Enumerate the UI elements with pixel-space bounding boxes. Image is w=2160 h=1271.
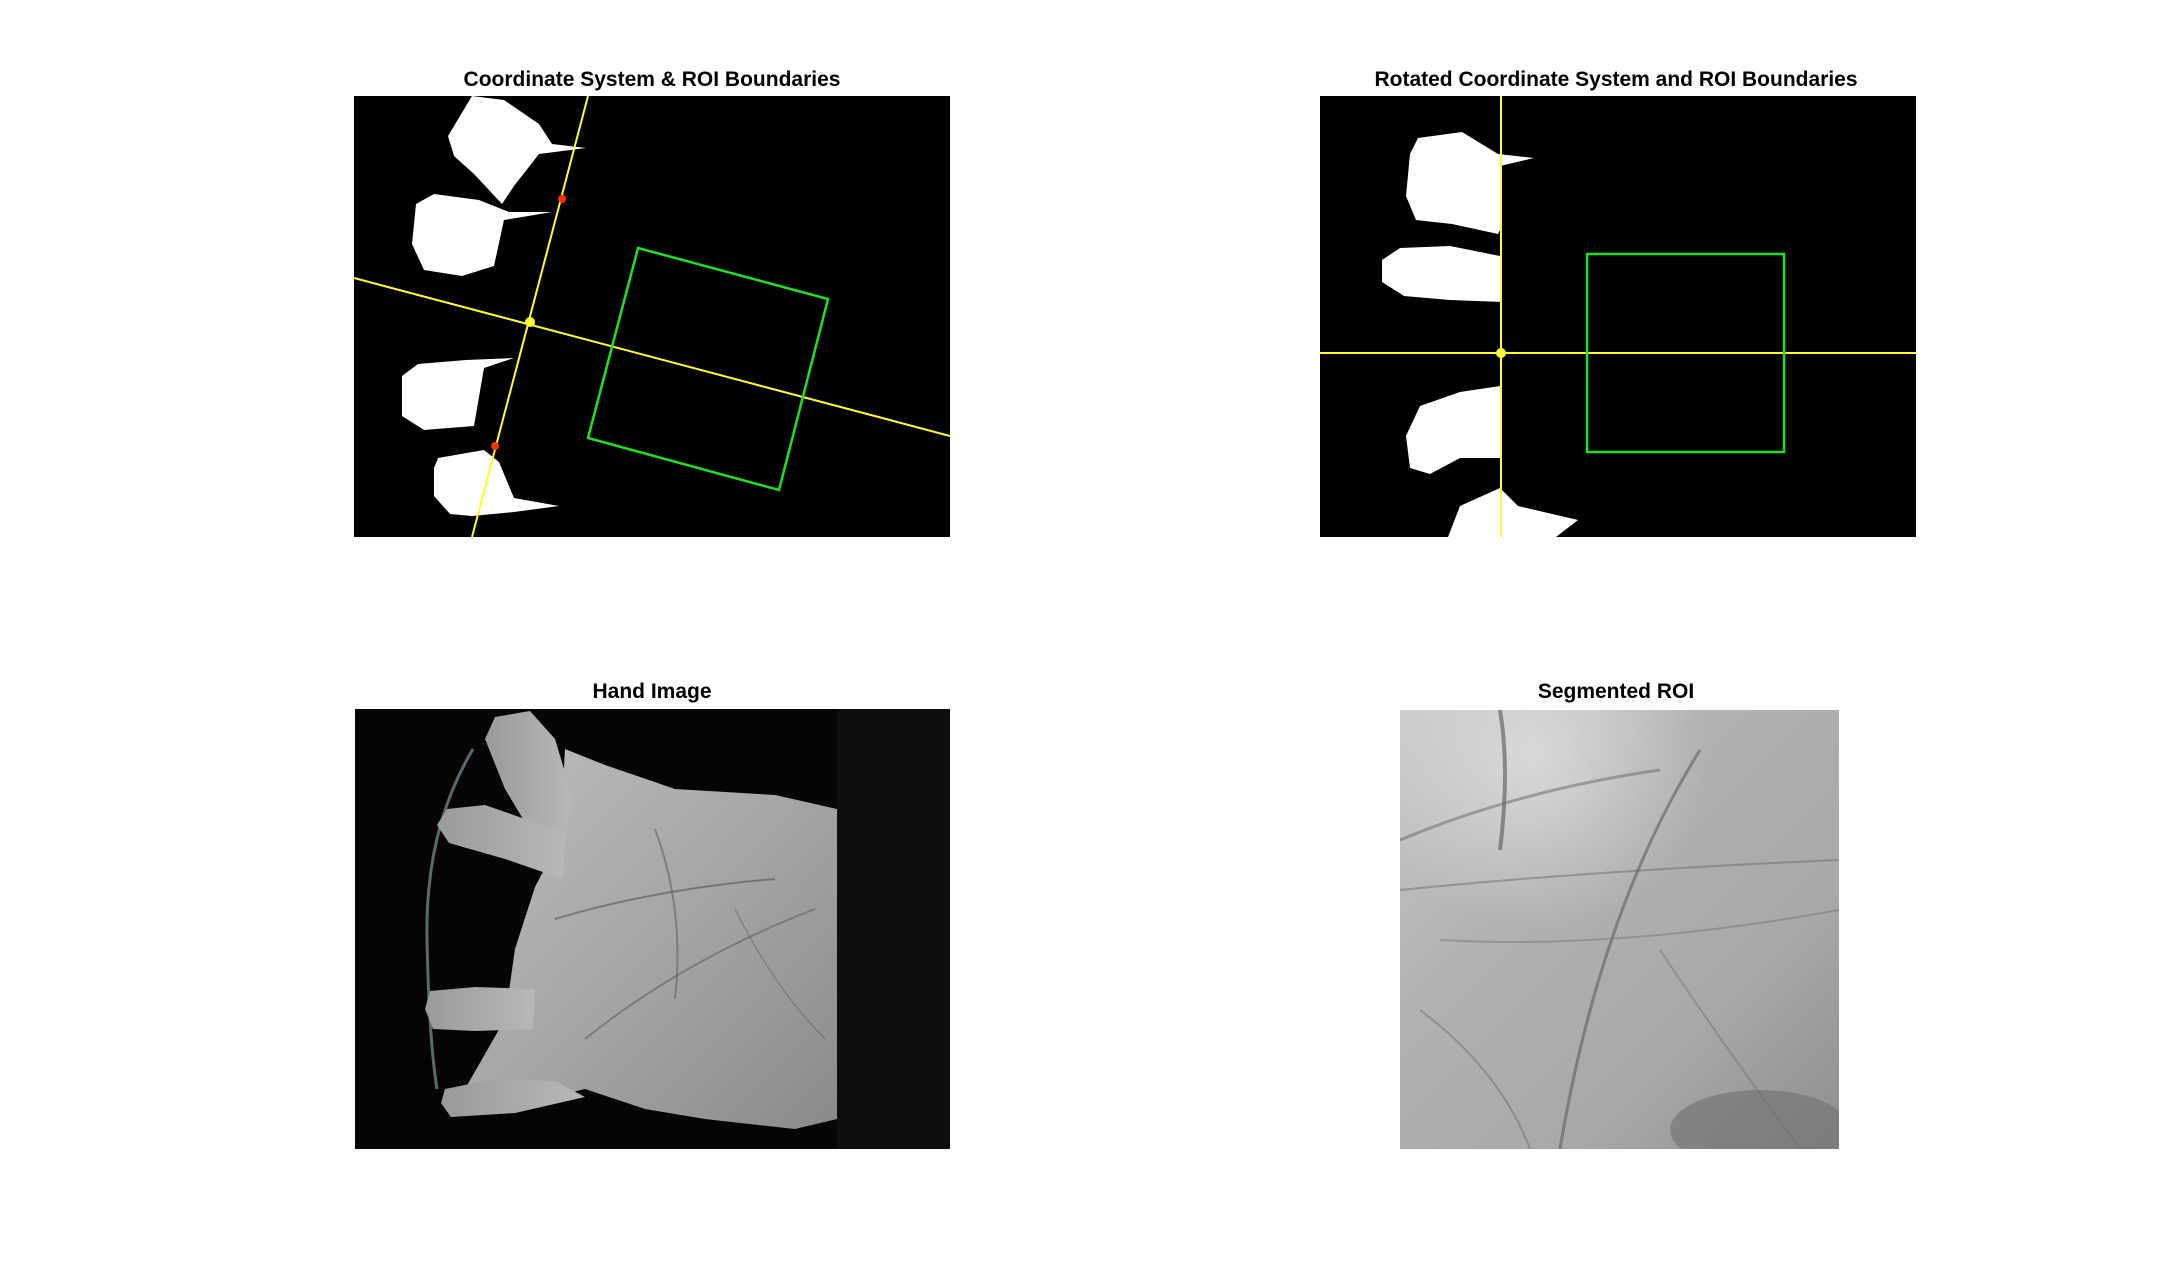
image-right-shadow: [837, 709, 950, 1149]
palm-line: [554, 878, 776, 920]
finger-mask-1: [448, 96, 586, 204]
origin-point: [525, 317, 535, 327]
roi-highlight: [1400, 710, 1839, 1149]
palm-crease: [1558, 749, 1702, 1149]
image-edge-arc: [425, 748, 475, 1090]
roi-boundary-box: [1585, 252, 1786, 454]
finger-1: [485, 711, 573, 839]
segmented-roi-image: [1400, 710, 1839, 1149]
finger-4: [441, 1079, 585, 1117]
hand-image: [355, 709, 950, 1149]
palm-crease: [1498, 710, 1507, 851]
finger-mask-4: [1448, 488, 1578, 537]
finger-mask-2: [412, 194, 552, 276]
palm-crease: [1400, 859, 1839, 891]
keypoint-valley-2: [491, 442, 499, 450]
finger-mask-3: [1406, 386, 1502, 474]
panel-title-hand-image: Hand Image: [592, 680, 712, 703]
palm-line: [584, 908, 816, 1040]
panel-title-rotated-coordinate-system: Rotated Coordinate System and ROI Bounda…: [1374, 68, 1858, 91]
coordinate-system-plot: [354, 96, 950, 537]
finger-mask-3: [402, 358, 514, 430]
finger-mask-2: [1382, 246, 1502, 302]
panel-title-segmented-roi: Segmented ROI: [1537, 680, 1695, 703]
finger-mask-4: [434, 450, 559, 516]
origin-point: [1496, 348, 1506, 358]
palm-line: [734, 908, 826, 1040]
axis-line-finger-valleys: [471, 96, 589, 537]
roi-boundary-box: [586, 246, 830, 492]
palm-crease: [1419, 1009, 1531, 1149]
keypoint-valley-1: [558, 195, 566, 203]
roi-shadow: [1670, 1090, 1839, 1149]
axis-line-perpendicular: [354, 277, 950, 437]
panel-title-coordinate-system: Coordinate System & ROI Boundaries: [463, 68, 841, 91]
finger-3: [425, 987, 535, 1031]
rotated-coordinate-system-plot: [1320, 96, 1916, 537]
palm-crease: [1400, 768, 1661, 842]
finger-2: [437, 805, 565, 879]
palm-crease: [1439, 909, 1839, 943]
palm-line: [654, 828, 679, 1000]
